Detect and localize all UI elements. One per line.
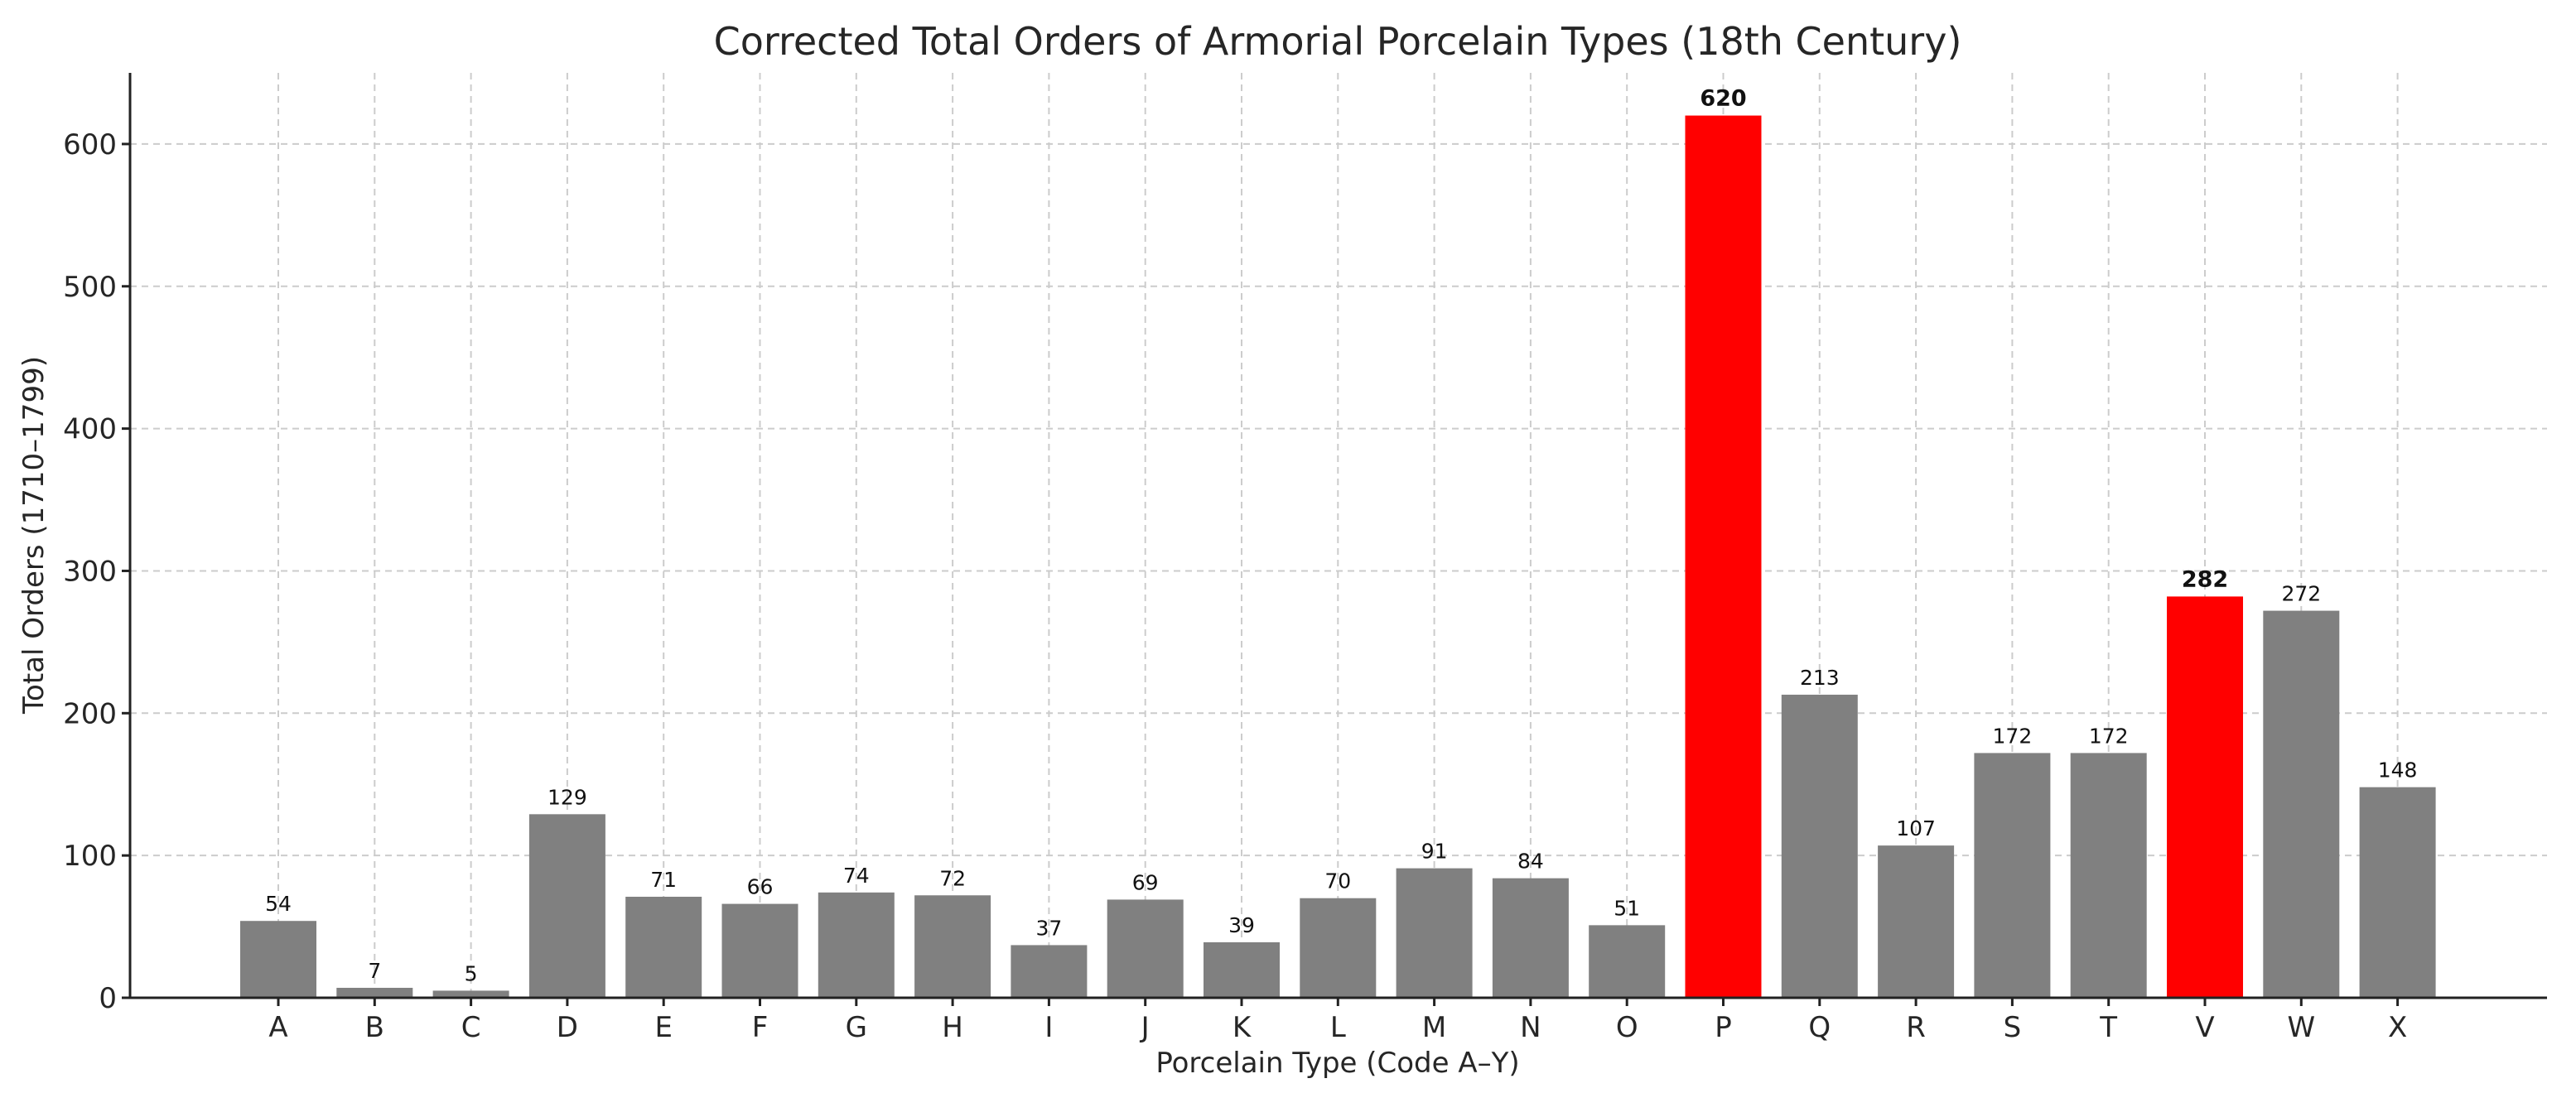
x-tick-label-q: Q [1808, 1011, 1831, 1044]
bar-i [1011, 945, 1088, 998]
value-label-h: 72 [939, 866, 966, 890]
x-axis-label: Porcelain Type (Code A–Y) [1155, 1047, 1519, 1080]
value-label-d: 129 [548, 785, 587, 809]
x-tick-label-c: C [461, 1011, 481, 1044]
x-tick-label-t: T [2099, 1011, 2117, 1044]
bar-c [432, 990, 509, 998]
value-label-x: 148 [2378, 758, 2418, 782]
bar-v [2167, 596, 2243, 998]
x-tick-label-b: B [365, 1011, 384, 1044]
y-tick-label: 600 [63, 128, 117, 161]
value-label-q: 213 [1800, 666, 1840, 690]
value-label-n: 84 [1517, 850, 1544, 874]
value-label-m: 91 [1421, 840, 1448, 864]
x-tick-label-n: N [1520, 1011, 1541, 1044]
bar-b [336, 987, 413, 998]
x-tick-label-x: X [2388, 1011, 2407, 1044]
y-tick-label: 100 [63, 840, 117, 873]
value-label-r: 107 [1896, 816, 1936, 840]
x-tick-label-k: K [1233, 1011, 1252, 1044]
bar-p [1685, 115, 1762, 999]
chart-title: Corrected Total Orders of Armorial Porce… [714, 19, 1962, 64]
x-tick-label-j: J [1140, 1011, 1150, 1044]
bar-n [1492, 878, 1569, 998]
value-label-i: 37 [1035, 916, 1062, 940]
bar-d [528, 814, 605, 998]
x-tick-label-l: L [1330, 1011, 1346, 1044]
bar-g [818, 892, 895, 998]
bar-w [2263, 610, 2340, 998]
bars-layer [240, 115, 2436, 999]
bar-j [1107, 899, 1184, 998]
value-label-k: 39 [1228, 913, 1255, 937]
value-label-b: 7 [368, 959, 381, 983]
y-axis-label: Total Orders (1710–1799) [17, 356, 51, 715]
x-tick-label-e: E [654, 1011, 672, 1044]
value-label-v: 282 [2182, 566, 2228, 592]
x-tick-label-o: O [1616, 1011, 1638, 1044]
value-label-a: 54 [265, 892, 292, 916]
y-tick-label: 200 [63, 697, 117, 730]
value-label-p: 620 [1700, 86, 1746, 112]
bar-r [1878, 845, 1955, 998]
x-tick-label-s: S [2004, 1011, 2022, 1044]
ticks-layer: 0 100 200 300 400 500 600 A B C D E F G H I J K L M N O P Q R S T V… [63, 128, 2407, 1044]
bar-x [2359, 787, 2436, 998]
value-label-w: 272 [2281, 582, 2321, 606]
value-label-t: 172 [2089, 724, 2129, 748]
bar-a [240, 921, 316, 998]
x-tick-label-p: P [1715, 1011, 1732, 1044]
x-tick-label-g: G [846, 1011, 867, 1044]
bar-s [1974, 753, 2051, 998]
bar-o [1589, 925, 1666, 998]
bar-m [1396, 868, 1473, 998]
y-tick-label: 300 [63, 555, 117, 588]
x-tick-label-f: F [752, 1011, 769, 1044]
bar-t [2070, 753, 2147, 998]
x-tick-label-a: A [268, 1011, 287, 1044]
y-tick-label: 400 [63, 413, 117, 446]
x-tick-label-m: M [1422, 1011, 1446, 1044]
bar-f [721, 903, 798, 998]
y-tick-label: 500 [63, 271, 117, 304]
bar-e [625, 896, 702, 998]
value-label-s: 172 [1993, 724, 2033, 748]
value-label-f: 66 [747, 875, 774, 899]
value-label-g: 74 [843, 864, 870, 888]
y-tick-label: 0 [99, 982, 117, 1015]
value-labels-layer: 54 7 5 129 71 66 74 72 37 69 39 70 91 84 51 620 213 107 17… [265, 86, 2417, 986]
x-tick-label-h: H [942, 1011, 963, 1044]
value-label-j: 69 [1132, 870, 1159, 894]
bar-k [1204, 941, 1280, 998]
value-label-c: 5 [465, 961, 478, 985]
x-tick-label-w: W [2287, 1011, 2315, 1044]
bar-l [1300, 898, 1377, 998]
x-tick-label-d: D [557, 1011, 578, 1044]
x-tick-label-r: R [1906, 1011, 1926, 1044]
value-label-o: 51 [1614, 896, 1640, 920]
bar-q [1781, 694, 1858, 998]
value-label-e: 71 [650, 868, 677, 892]
x-tick-label-i: I [1044, 1011, 1053, 1044]
x-tick-label-v: V [2195, 1011, 2214, 1044]
bar-h [914, 895, 991, 998]
value-label-l: 70 [1324, 869, 1351, 893]
